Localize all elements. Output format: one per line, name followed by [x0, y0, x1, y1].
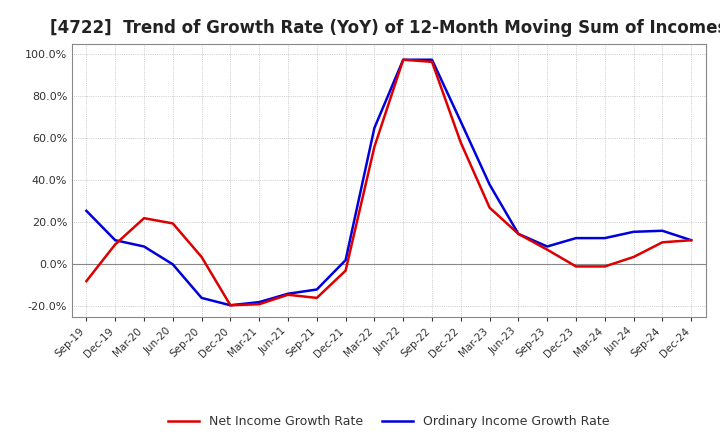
Net Income Growth Rate [399, 57, 408, 62]
Net Income Growth Rate [168, 221, 177, 226]
Net Income Growth Rate [111, 242, 120, 247]
Ordinary Income Growth Rate [485, 182, 494, 187]
Net Income Growth Rate [140, 216, 148, 221]
Ordinary Income Growth Rate [572, 235, 580, 241]
Ordinary Income Growth Rate [370, 125, 379, 131]
Ordinary Income Growth Rate [456, 119, 465, 124]
Ordinary Income Growth Rate [658, 228, 667, 233]
Net Income Growth Rate [312, 295, 321, 301]
Ordinary Income Growth Rate [255, 300, 264, 305]
Net Income Growth Rate [572, 264, 580, 269]
Net Income Growth Rate [629, 254, 638, 260]
Ordinary Income Growth Rate [514, 231, 523, 237]
Ordinary Income Growth Rate [284, 291, 292, 297]
Net Income Growth Rate [226, 303, 235, 308]
Net Income Growth Rate [485, 205, 494, 210]
Net Income Growth Rate [428, 59, 436, 65]
Net Income Growth Rate [255, 301, 264, 307]
Ordinary Income Growth Rate [629, 229, 638, 235]
Net Income Growth Rate [456, 140, 465, 145]
Ordinary Income Growth Rate [168, 262, 177, 267]
Ordinary Income Growth Rate [140, 244, 148, 249]
Ordinary Income Growth Rate [543, 244, 552, 249]
Ordinary Income Growth Rate [82, 208, 91, 213]
Ordinary Income Growth Rate [197, 295, 206, 301]
Ordinary Income Growth Rate [226, 303, 235, 308]
Ordinary Income Growth Rate [687, 238, 696, 243]
Net Income Growth Rate [600, 264, 609, 269]
Net Income Growth Rate [658, 240, 667, 245]
Legend: Net Income Growth Rate, Ordinary Income Growth Rate: Net Income Growth Rate, Ordinary Income … [163, 411, 615, 433]
Ordinary Income Growth Rate [341, 257, 350, 263]
Net Income Growth Rate [687, 238, 696, 243]
Line: Net Income Growth Rate: Net Income Growth Rate [86, 60, 691, 305]
Ordinary Income Growth Rate [399, 57, 408, 62]
Ordinary Income Growth Rate [111, 238, 120, 243]
Net Income Growth Rate [543, 247, 552, 252]
Net Income Growth Rate [370, 144, 379, 150]
Net Income Growth Rate [514, 231, 523, 237]
Ordinary Income Growth Rate [312, 287, 321, 292]
Net Income Growth Rate [341, 268, 350, 273]
Line: Ordinary Income Growth Rate: Ordinary Income Growth Rate [86, 60, 691, 305]
Net Income Growth Rate [197, 254, 206, 260]
Net Income Growth Rate [82, 279, 91, 284]
Ordinary Income Growth Rate [428, 57, 436, 62]
Net Income Growth Rate [284, 292, 292, 297]
Ordinary Income Growth Rate [600, 235, 609, 241]
Title: [4722]  Trend of Growth Rate (YoY) of 12-Month Moving Sum of Incomes: [4722] Trend of Growth Rate (YoY) of 12-… [50, 19, 720, 37]
